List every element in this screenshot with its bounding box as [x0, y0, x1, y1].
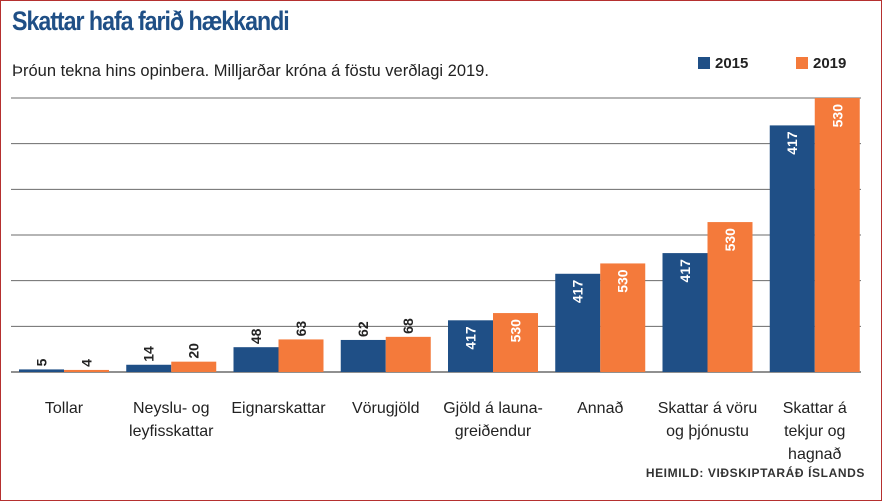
value-label-2015-7: 417 [784, 131, 800, 155]
bar-2019-1 [171, 361, 217, 372]
legend-swatch-2015 [698, 57, 710, 69]
category-label: greiðendur [455, 423, 532, 440]
value-label-2015-0: 5 [34, 358, 50, 366]
value-label-2019-1: 20 [186, 343, 202, 359]
source-note: HEIMILD: VIÐSKIPTARÁÐ ÍSLANDS [645, 466, 865, 480]
value-label-2019-6: 530 [722, 228, 738, 252]
legend-label-2019: 2019 [813, 54, 847, 72]
bar-2019-0 [64, 369, 109, 372]
category-label: Eignarskattar [231, 400, 326, 417]
value-label-2019-4: 530 [508, 319, 524, 343]
category-label: Gjöld á launa- [443, 400, 543, 417]
legend-item-2015: 2015 [698, 54, 748, 72]
bar-2015-0 [19, 369, 64, 372]
value-label-2015-1: 14 [141, 346, 157, 362]
value-label-2015-6: 417 [677, 259, 693, 283]
bar-2015-6 [662, 253, 708, 372]
category-label: Annað [577, 400, 623, 417]
value-label-2019-2: 63 [293, 321, 309, 337]
value-label-2019-5: 530 [615, 269, 631, 293]
bar-2015-1 [126, 364, 172, 372]
category-label: og þjónustu [666, 423, 749, 440]
category-label: Neyslu- og [133, 400, 209, 417]
category-label: Tollar [45, 400, 84, 417]
value-label-2015-3: 62 [355, 321, 371, 337]
bar-2015-4 [448, 320, 493, 372]
category-label: Skattar á [783, 400, 847, 417]
bar-2019-3 [385, 336, 431, 372]
chart-title: Skattar hafa farið hækkandi [12, 6, 290, 36]
legend-item-2019: 2019 [796, 54, 846, 72]
category-label: Vörugjöld [352, 400, 420, 417]
value-label-2019-0: 4 [79, 359, 95, 367]
category-label: tekjur og [784, 423, 845, 440]
category-label: leyfisskattar [129, 423, 214, 440]
bar-2019-5 [600, 263, 646, 372]
category-label: hagnað [788, 446, 841, 463]
bar-2019-4 [493, 313, 538, 372]
bar-2015-7 [769, 125, 815, 373]
value-label-2015-2: 48 [248, 328, 264, 344]
bar-2015-2 [233, 347, 279, 372]
chart-subtitle: Þróun tekna hins opinbera. Milljarðar kr… [12, 62, 489, 80]
value-label-2015-5: 417 [570, 280, 586, 304]
bar-2019-6 [707, 222, 753, 372]
legend-swatch-2019 [796, 57, 808, 69]
legend-label-2015: 2015 [715, 54, 749, 72]
bar-2019-7 [814, 98, 860, 372]
bar-2015-3 [340, 339, 386, 372]
value-label-2019-7: 530 [829, 104, 845, 128]
bar-2019-2 [278, 339, 324, 372]
bar-2015-5 [555, 273, 601, 372]
value-label-2019-3: 68 [400, 318, 416, 334]
value-label-2015-4: 417 [463, 326, 479, 350]
category-label: Skattar á vöru [658, 400, 758, 417]
